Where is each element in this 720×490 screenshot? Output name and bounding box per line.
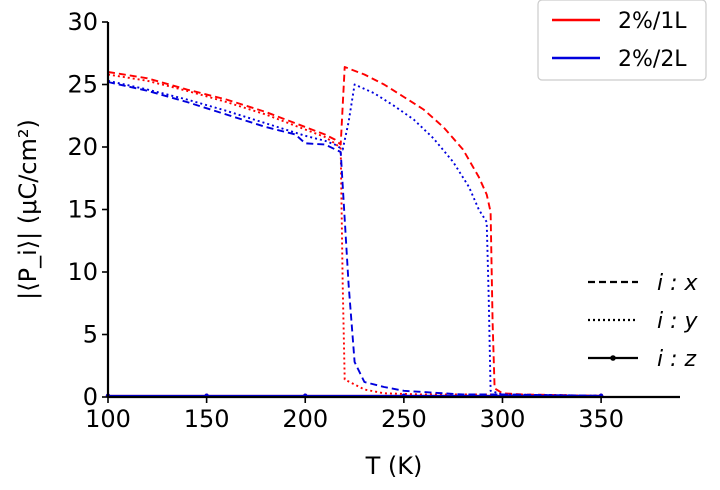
x-tick-label: 100 xyxy=(85,405,131,433)
x-tick-label: 350 xyxy=(578,405,624,433)
series-2-1l-y xyxy=(107,73,602,397)
y-tick-label: 5 xyxy=(83,321,98,349)
legend-marker xyxy=(610,355,616,361)
series-2-2l-x xyxy=(107,81,602,397)
series-layer xyxy=(105,66,604,398)
y-tick-label: 25 xyxy=(67,71,98,99)
legend-series: 2%/1L 2%/2L xyxy=(537,0,707,81)
x-tick-label: 300 xyxy=(480,405,526,433)
legend-components: i : x i : y i : z xyxy=(588,271,699,372)
ticks: 100 150 200 250 300 350 0 5 10 15 20 25 30 xyxy=(67,8,624,433)
y-tick-label: 15 xyxy=(67,196,98,224)
legend-label: 2%/1L xyxy=(618,9,687,34)
x-tick-label: 150 xyxy=(184,405,230,433)
series-2-2l-y xyxy=(107,79,602,397)
x-tick-label: 200 xyxy=(282,405,328,433)
x-axis-label: T (K) xyxy=(365,452,423,480)
x-tick-label: 250 xyxy=(381,405,427,433)
legend-component-label: i : x xyxy=(657,271,699,296)
legend-label: 2%/2L xyxy=(618,47,687,72)
y-tick-label: 10 xyxy=(67,258,98,286)
legend-component-label: i : y xyxy=(657,309,699,334)
legend-component-label: i : z xyxy=(657,347,697,372)
y-tick-label: 20 xyxy=(67,133,98,161)
y-tick-label: 30 xyxy=(67,8,98,36)
series-2-1l-x xyxy=(107,66,602,397)
y-tick-label: 0 xyxy=(83,383,98,411)
y-axis-label: |⟨P_i⟩| (μC/cm²) xyxy=(14,119,42,300)
